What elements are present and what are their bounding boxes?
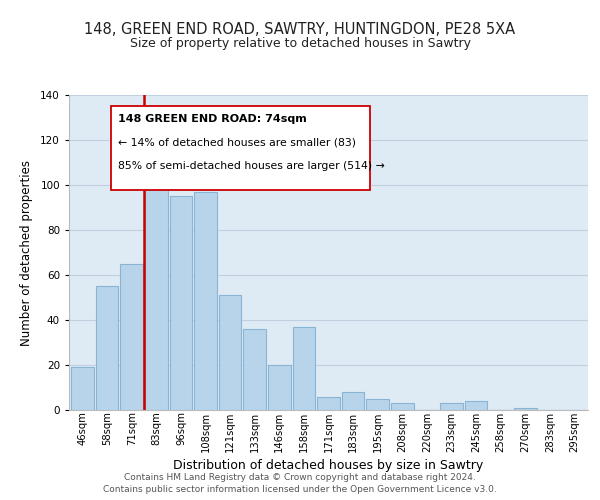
Bar [317,396,340,410]
Bar [342,392,364,410]
Bar [194,192,217,410]
Bar [71,367,94,410]
FancyBboxPatch shape [110,106,370,190]
Bar [514,408,536,410]
Text: Size of property relative to detached houses in Sawtry: Size of property relative to detached ho… [130,38,470,51]
Y-axis label: Number of detached properties: Number of detached properties [20,160,33,346]
Bar [219,295,241,410]
Bar [465,401,487,410]
Bar [440,403,463,410]
Bar [293,327,315,410]
Text: 85% of semi-detached houses are larger (514) →: 85% of semi-detached houses are larger (… [118,161,385,171]
Bar [244,329,266,410]
Bar [367,399,389,410]
Bar [268,365,290,410]
X-axis label: Distribution of detached houses by size in Sawtry: Distribution of detached houses by size … [173,458,484,471]
Bar [96,286,118,410]
Text: 148 GREEN END ROAD: 74sqm: 148 GREEN END ROAD: 74sqm [118,114,307,124]
Text: Contains public sector information licensed under the Open Government Licence v3: Contains public sector information licen… [103,484,497,494]
Text: ← 14% of detached houses are smaller (83): ← 14% of detached houses are smaller (83… [118,138,356,147]
Bar [145,174,167,410]
Bar [170,196,192,410]
Text: 148, GREEN END ROAD, SAWTRY, HUNTINGDON, PE28 5XA: 148, GREEN END ROAD, SAWTRY, HUNTINGDON,… [85,22,515,38]
Text: Contains HM Land Registry data © Crown copyright and database right 2024.: Contains HM Land Registry data © Crown c… [124,473,476,482]
Bar [391,403,413,410]
Bar [121,264,143,410]
